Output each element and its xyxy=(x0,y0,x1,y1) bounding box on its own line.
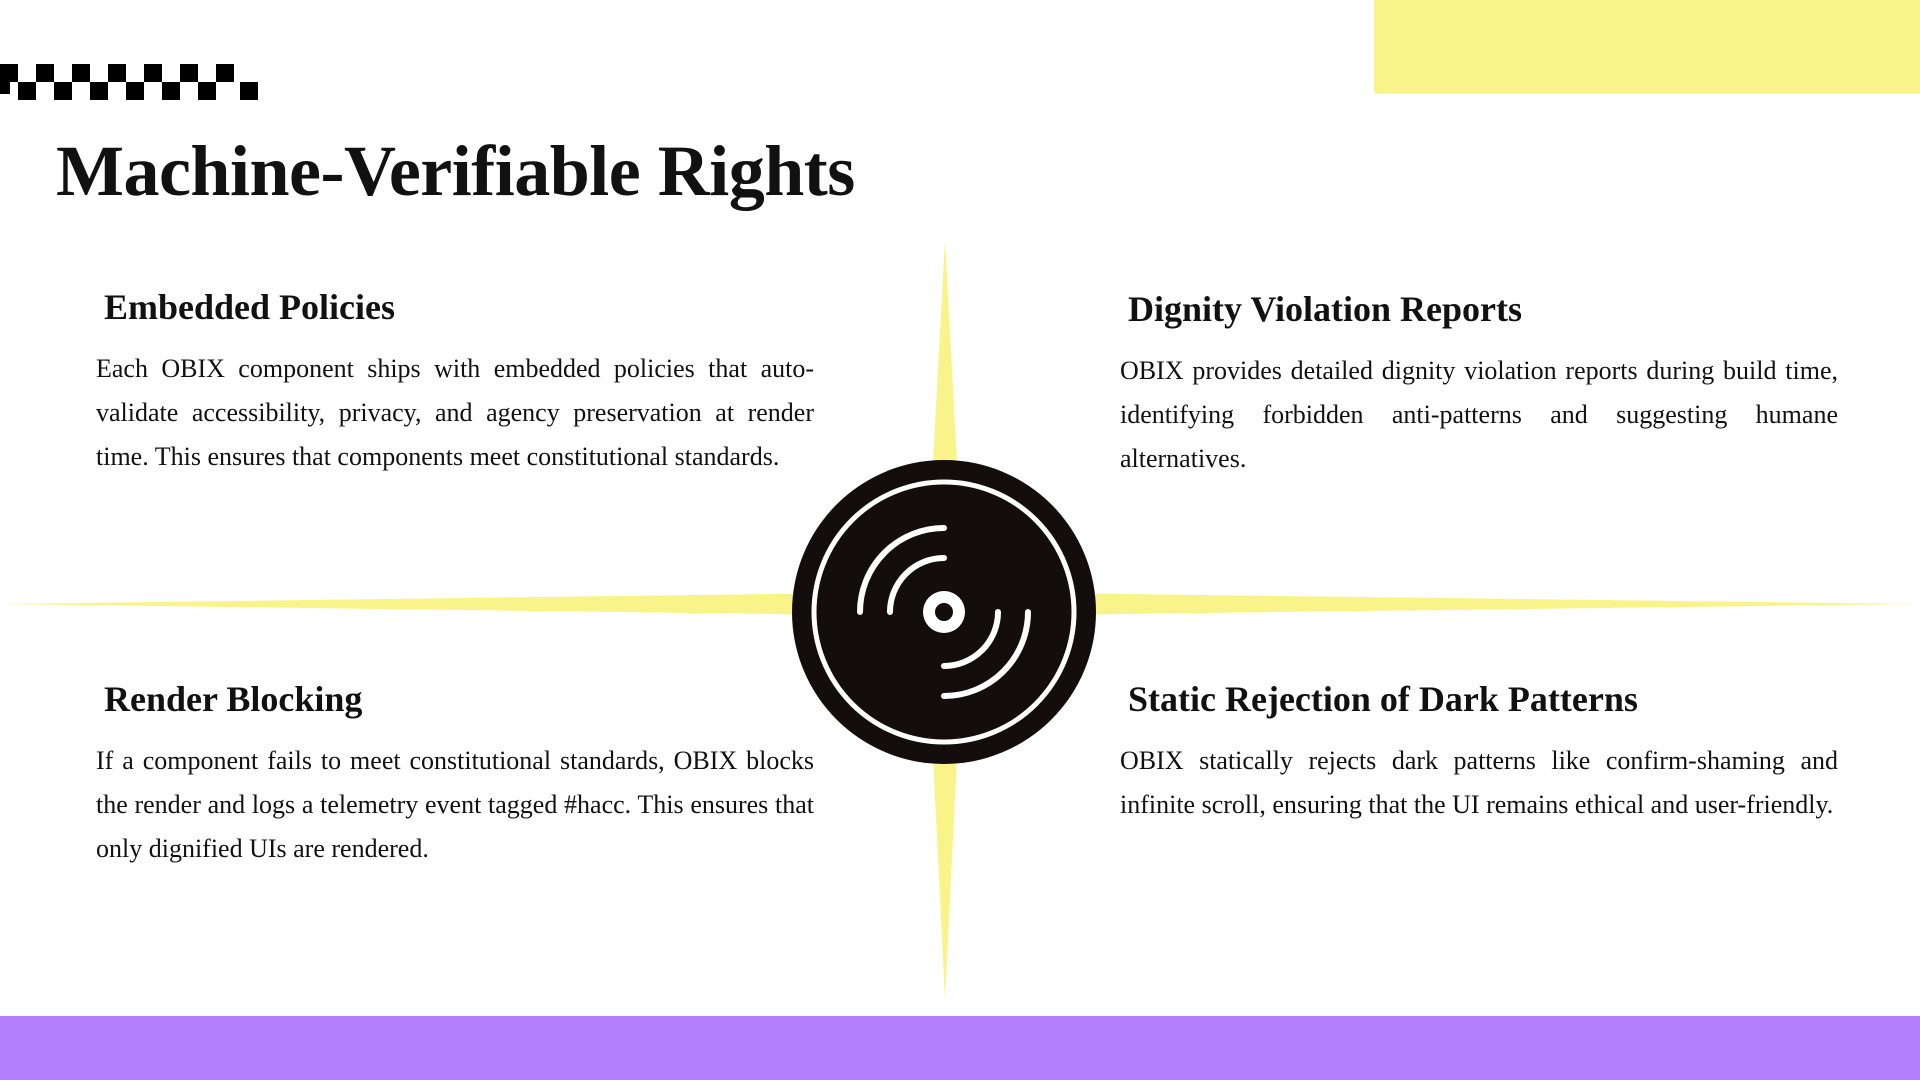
section-body: OBIX statically rejects dark patterns li… xyxy=(1120,746,1838,820)
section-embedded-policies: Embedded Policies Each OBIX component sh… xyxy=(96,286,814,479)
section-body: Each OBIX component ships with embedded … xyxy=(96,354,814,472)
section-heading: Embedded Policies xyxy=(104,287,396,327)
section-body: OBIX provides detailed dignity violation… xyxy=(1120,356,1838,474)
section-heading: Dignity Violation Reports xyxy=(1128,289,1523,329)
section-body: If a component fails to meet constitutio… xyxy=(96,746,814,864)
page-title: Machine-Verifiable Rights xyxy=(56,131,855,211)
section-render-blocking: Render Blocking If a component fails to … xyxy=(96,678,814,871)
top-accent-bar xyxy=(1374,0,1920,93)
section-heading: Render Blocking xyxy=(104,679,363,719)
section-static-rejection-dark-patterns: Static Rejection of Dark Patterns OBIX s… xyxy=(1120,678,1838,827)
vinyl-record-icon xyxy=(792,460,1096,764)
bottom-accent-bar xyxy=(0,1016,1920,1080)
section-dignity-violation-reports: Dignity Violation Reports OBIX provides … xyxy=(1120,288,1838,481)
section-heading: Static Rejection of Dark Patterns xyxy=(1128,679,1638,719)
checkerboard-decoration xyxy=(0,64,258,100)
